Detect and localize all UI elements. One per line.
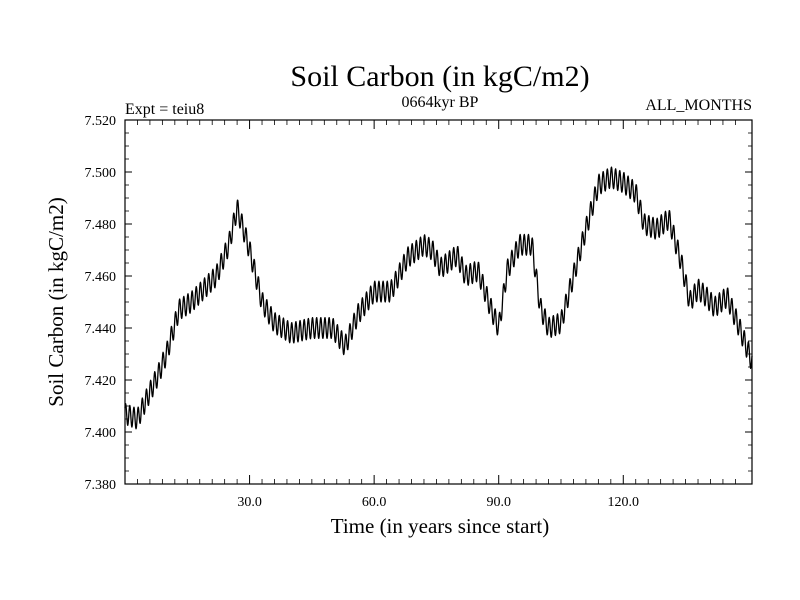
x-axis: 30.0 60.0 90.0 120.0: [137, 120, 736, 510]
series-group: [124, 166, 753, 430]
y-tick-label: 7.420: [85, 374, 117, 389]
x-tick-label: 90.0: [486, 495, 511, 510]
x-tick-label: 30.0: [237, 495, 262, 510]
y-tick-label: 7.460: [85, 270, 117, 285]
soil-carbon-line: [124, 166, 753, 430]
x-tick-label: 120.0: [608, 495, 640, 510]
chart-title: Soil Carbon (in kgC/m2): [290, 60, 589, 93]
x-tick-label: 60.0: [362, 495, 387, 510]
period-label: 0664kyr BP: [402, 94, 479, 111]
y-axis-label: Soil Carbon (in kgC/m2): [44, 197, 68, 406]
y-axis: 7.380 7.400 7.420 7.440 7.460 7.480 7.500 7.520: [85, 114, 752, 493]
y-tick-label: 7.400: [85, 426, 117, 441]
expt-label: Expt = teiu8: [125, 101, 204, 118]
plot-frame: [124, 119, 753, 485]
months-label: ALL_MONTHS: [645, 97, 752, 114]
y-tick-label: 7.500: [85, 166, 117, 181]
y-tick-label: 7.480: [85, 218, 117, 233]
x-axis-label: Time (in years since start): [331, 514, 550, 538]
y-tick-label: 7.520: [85, 114, 117, 129]
y-tick-label: 7.440: [85, 322, 117, 337]
y-tick-label: 7.380: [85, 478, 117, 493]
